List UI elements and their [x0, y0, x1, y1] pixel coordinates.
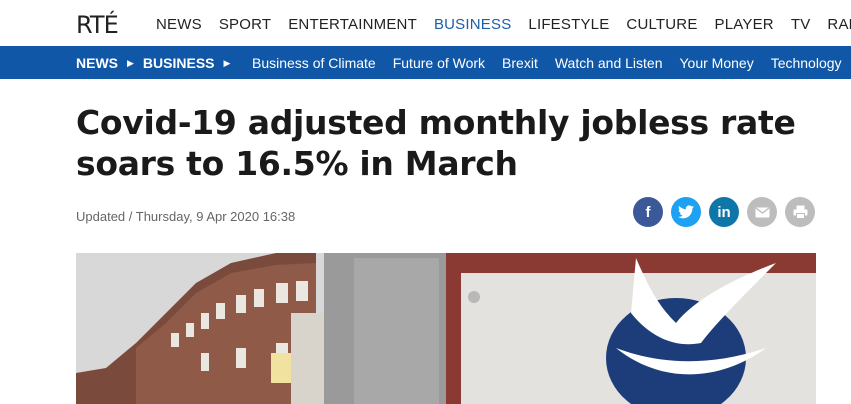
twitter-icon[interactable]	[671, 197, 701, 227]
breadcrumb-news[interactable]: NEWS	[76, 55, 118, 71]
section-subnav: NEWS ▶ BUSINESS ▶ Business of Climate Fu…	[0, 46, 851, 79]
top-navigation: RTÉ NEWS SPORT ENTERTAINMENT BUSINESS LI…	[0, 0, 851, 46]
hero-photo	[76, 253, 816, 404]
nav-tv[interactable]: TV	[790, 16, 811, 33]
share-buttons: f in	[633, 197, 823, 227]
nav-news[interactable]: NEWS	[156, 16, 202, 33]
linkedin-icon[interactable]: in	[709, 197, 739, 227]
nav-radio[interactable]: RADIO	[827, 16, 851, 33]
article-hero-image	[76, 253, 816, 404]
subnav-your-money[interactable]: Your Money	[679, 55, 754, 71]
nav-sport[interactable]: SPORT	[218, 16, 272, 33]
nav-business[interactable]: BUSINESS	[433, 16, 512, 33]
subnav-links: Business of Climate Future of Work Brexi…	[252, 55, 851, 71]
article-updated-timestamp: Updated / Thursday, 9 Apr 2020 16:38	[76, 209, 296, 224]
main-nav: NEWS SPORT ENTERTAINMENT BUSINESS LIFEST…	[156, 16, 851, 33]
breadcrumb: NEWS ▶ BUSINESS ▶	[76, 55, 239, 71]
subnav-watch-and-listen[interactable]: Watch and Listen	[554, 55, 663, 71]
nav-entertainment[interactable]: ENTERTAINMENT	[288, 16, 417, 33]
subnav-brexit[interactable]: Brexit	[502, 55, 538, 71]
breadcrumb-arrow-icon: ▶	[223, 57, 231, 68]
print-icon[interactable]	[785, 197, 815, 227]
rte-logo[interactable]: RTÉ	[76, 11, 119, 39]
subnav-business-of-climate[interactable]: Business of Climate	[252, 55, 376, 71]
subnav-future-of-work[interactable]: Future of Work	[392, 55, 486, 71]
nav-player[interactable]: PLAYER	[714, 16, 774, 33]
breadcrumb-business[interactable]: BUSINESS	[142, 55, 215, 71]
nav-lifestyle[interactable]: LIFESTYLE	[528, 16, 610, 33]
subnav-technology[interactable]: Technology	[770, 55, 842, 71]
facebook-icon[interactable]: f	[633, 197, 663, 227]
nav-culture[interactable]: CULTURE	[626, 16, 698, 33]
article-headline: Covid-19 adjusted monthly jobless rate s…	[76, 103, 796, 183]
email-icon[interactable]	[747, 197, 777, 227]
breadcrumb-arrow-icon: ▶	[127, 57, 134, 68]
